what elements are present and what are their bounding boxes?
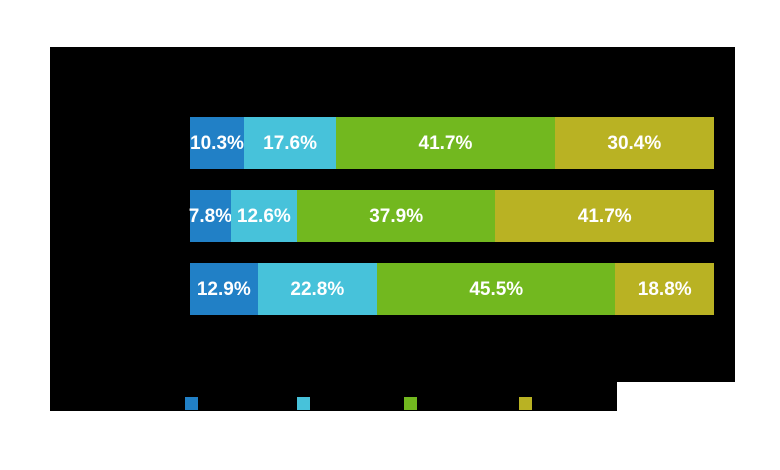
bar-segment: 18.8% xyxy=(615,263,714,315)
bar-segment-label: 30.4% xyxy=(607,132,662,154)
bar-segment: 30.4% xyxy=(554,117,714,169)
bar-segment: 7.8% xyxy=(188,190,233,242)
bar-plot-area: 10.3% 17.6% 41.7% 30.4% 7.8% 12.6% 37.9% 41.7% 1… xyxy=(188,117,714,336)
bar-segment-label: 41.7% xyxy=(418,132,473,154)
bar-segment-label: 12.6% xyxy=(236,205,291,227)
bar-segment: 22.8% xyxy=(257,263,378,315)
bar-row: 12.9% 22.8% 45.5% 18.8% xyxy=(190,263,714,315)
legend-swatch xyxy=(519,397,532,410)
bar-row: 7.8% 12.6% 37.9% 41.7% xyxy=(188,190,714,242)
legend-swatch xyxy=(404,397,417,410)
bar-segment: 45.5% xyxy=(377,263,616,315)
bar-segment: 37.9% xyxy=(296,190,496,242)
bar-segment-label: 37.9% xyxy=(369,205,424,227)
bar-segment: 10.3% xyxy=(190,117,244,169)
bar-segment: 12.6% xyxy=(230,190,297,242)
bar-segment: 12.9% xyxy=(190,263,258,315)
bar-segment: 41.7% xyxy=(336,117,555,169)
bar-segment: 41.7% xyxy=(495,190,714,242)
bar-segment-label: 45.5% xyxy=(469,278,524,300)
bar-segment-label: 17.6% xyxy=(263,132,318,154)
bar-segment: 17.6% xyxy=(243,117,337,169)
bar-segment-label: 7.8% xyxy=(188,205,233,227)
legend-swatch xyxy=(185,397,198,410)
bar-segment-label: 22.8% xyxy=(290,278,345,300)
bar-segment-label: 12.9% xyxy=(196,278,251,300)
bar-row: 10.3% 17.6% 41.7% 30.4% xyxy=(190,117,714,169)
bar-segment-label: 18.8% xyxy=(637,278,692,300)
legend-swatch xyxy=(297,397,310,410)
bar-segment-label: 10.3% xyxy=(190,132,244,154)
bar-segment-label: 41.7% xyxy=(577,205,632,227)
